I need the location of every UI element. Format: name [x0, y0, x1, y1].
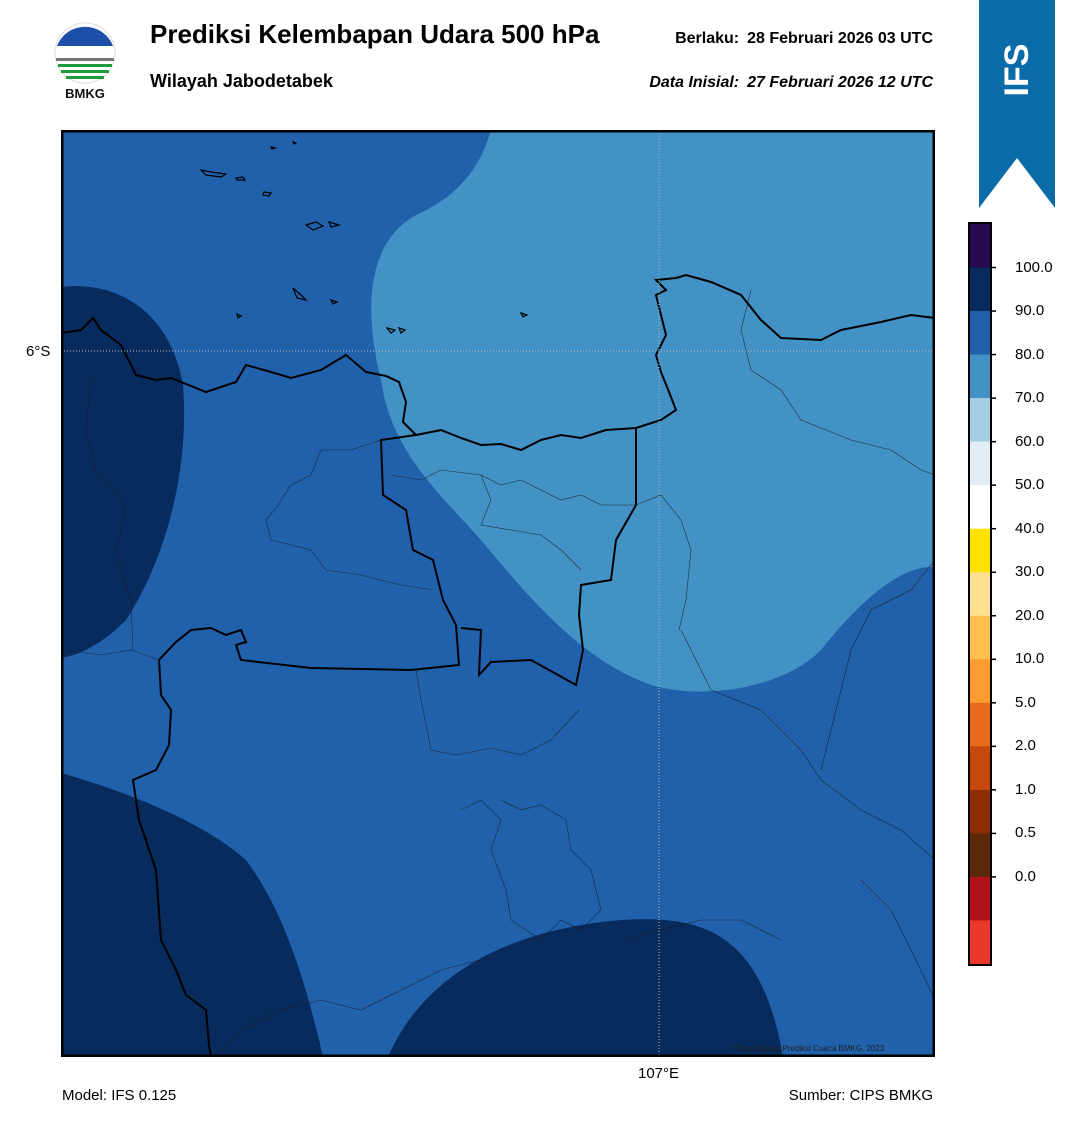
colorbar-segment: [970, 354, 990, 399]
colorbar-label: 20.0: [1015, 606, 1045, 624]
colorbar-segment: [970, 833, 990, 878]
colorbar-segment: [970, 920, 990, 965]
colorbar-segment: [970, 441, 990, 486]
colorbar-segment: [970, 746, 990, 791]
init-time-label: Data Inisial:: [649, 74, 740, 91]
colorbar-label: 0.5: [1015, 824, 1036, 842]
colorbar-label: 2.0: [1015, 737, 1036, 755]
colorbar-label: 90.0: [1015, 302, 1045, 320]
colorbar-label: 80.0: [1015, 345, 1045, 363]
logo-text: BMKG: [65, 86, 105, 101]
colorbar-label: 1.0: [1015, 780, 1036, 798]
colorbar-segment: [970, 528, 990, 573]
credit-text: ©Sub Bidang Prediksi Cuaca BMKG, 2023: [733, 1044, 885, 1053]
colorbar-label: 10.0: [1015, 650, 1045, 668]
colorbar-segment: [970, 398, 990, 443]
bmkg-logo-icon: BMKG: [54, 22, 116, 101]
colorbar-segment: [970, 224, 990, 269]
colorbar-label: 5.0: [1015, 693, 1036, 711]
ribbon-text: IFS: [998, 44, 1036, 97]
lon-tick-label: 107°E: [638, 1065, 680, 1082]
map-frame: [61, 130, 935, 1057]
colorbar-segment: [970, 267, 990, 312]
rh-70-80-region: [371, 130, 935, 692]
colorbar-segment: [970, 876, 990, 921]
colorbar-segment: [970, 789, 990, 834]
colorbar-label: 100.0: [1015, 258, 1053, 276]
ifs-ribbon: IFS: [979, 0, 1055, 208]
colorbar-segment: [970, 572, 990, 617]
colorbar-segment: [970, 615, 990, 660]
colorbar-label: 50.0: [1015, 476, 1045, 494]
chart-title: Prediksi Kelembapan Udara 500 hPa: [150, 19, 600, 49]
init-time-value: 27 Februari 2026 12 UTC: [747, 74, 933, 91]
valid-time-label: Berlaku:: [675, 30, 740, 47]
valid-time-value: 28 Februari 2026 03 UTC: [747, 30, 933, 47]
source-label: Sumber: CIPS BMKG: [788, 1087, 933, 1104]
humidity-map: [61, 130, 935, 1057]
colorbar-label: 40.0: [1015, 519, 1045, 537]
chart-subtitle: Wilayah Jabodetabek: [150, 71, 333, 91]
rh-90-100-region-southwest: [61, 773, 323, 1057]
colorbar-label: 30.0: [1015, 563, 1045, 581]
colorbar-segment: [970, 485, 990, 530]
colorbar-label: 70.0: [1015, 389, 1045, 407]
colorbar: [968, 222, 996, 966]
colorbar-frame: [968, 222, 992, 966]
lat-tick-label: 6°S: [26, 343, 51, 360]
model-label: Model: IFS 0.125: [62, 1087, 177, 1104]
init-time: Data Inisial: 27 Februari 2026 12 UTC: [649, 74, 933, 92]
colorbar-segment: [970, 702, 990, 747]
colorbar-segment: [970, 311, 990, 356]
rh-90-100-region-south: [388, 919, 783, 1057]
colorbar-label: 60.0: [1015, 432, 1045, 450]
valid-time: Berlaku: 28 Februari 2026 03 UTC: [675, 30, 933, 48]
colorbar-label: 0.0: [1015, 867, 1036, 885]
colorbar-segment: [970, 659, 990, 704]
